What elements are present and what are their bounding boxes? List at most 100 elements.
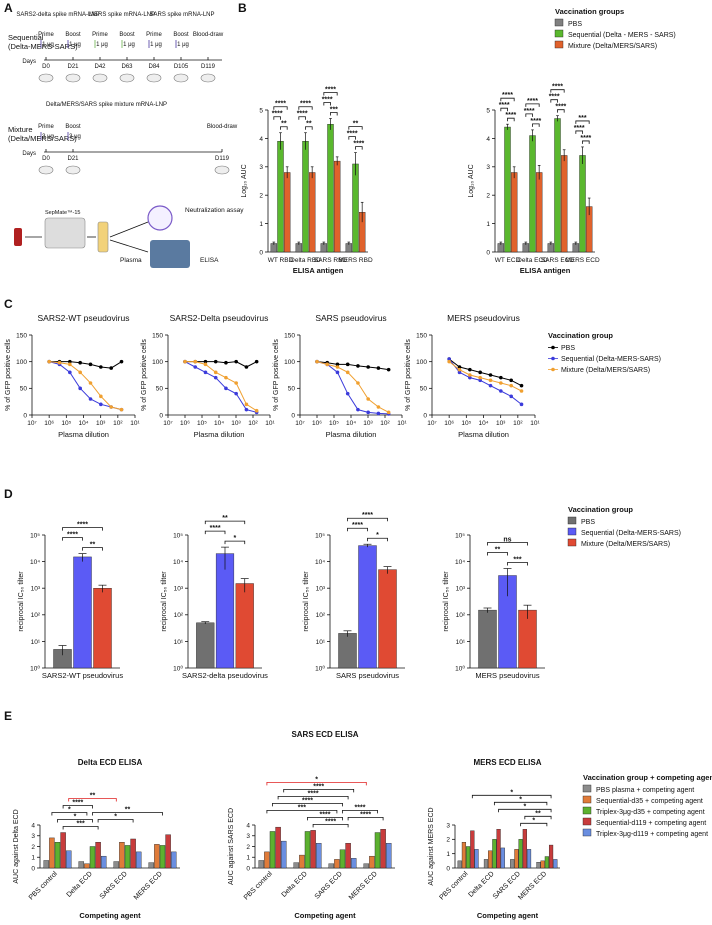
y-axis-label: Log₁₀ AUC — [241, 164, 248, 197]
y-tick-label: 3 — [246, 833, 250, 840]
mouse-icon — [38, 73, 54, 83]
bar — [385, 843, 392, 869]
x-tick-label: Delta ECD — [467, 870, 495, 898]
step-label: Prime — [38, 32, 54, 38]
data-point — [447, 359, 451, 364]
bar — [275, 826, 281, 869]
x-tick-label: 10⁵ — [329, 420, 339, 427]
bar — [478, 609, 497, 669]
y-tick-label: 4 — [259, 136, 263, 143]
significance-bracket — [487, 542, 528, 546]
dose-label: 1 μg — [96, 42, 108, 48]
x-tick-label: 10³ — [363, 420, 373, 427]
y-tick-label: 10⁴ — [315, 559, 325, 566]
step-label: Boost — [119, 32, 135, 38]
y-axis-label: Log₁₀ AUC — [468, 164, 475, 197]
bar — [196, 622, 215, 669]
chart-title: SARS2-Delta pseudovirus — [170, 313, 269, 323]
data-point — [376, 366, 381, 370]
significance-bracket — [493, 801, 548, 806]
y-tick-label: 3 — [31, 833, 35, 840]
chart-title: SARS2-WT pseudovirus — [38, 313, 130, 323]
x-tick-label: Delta RBD — [290, 257, 321, 264]
data-point — [193, 365, 198, 369]
data-point — [356, 407, 360, 412]
significance-label: **** — [300, 101, 311, 108]
dose-label: 1 μg — [150, 42, 162, 48]
bar — [510, 859, 515, 869]
data-point — [457, 367, 462, 372]
y-tick-label: 150 — [284, 332, 295, 339]
step-label: Boost — [173, 32, 189, 38]
data-point — [119, 407, 124, 412]
x-tick-label: MERS ECD — [348, 870, 379, 901]
mouse-icon — [214, 165, 230, 175]
significance-bracket — [272, 802, 343, 807]
significance-label: **** — [322, 97, 333, 104]
x-tick-label: WT ECD — [495, 257, 521, 264]
significance-bracket — [347, 816, 384, 821]
panel-label: C — [4, 297, 13, 311]
significance-bracket — [97, 819, 134, 823]
significance-label: *** — [513, 557, 521, 564]
significance-bracket — [575, 130, 583, 134]
significance-label: ** — [222, 515, 228, 522]
y-tick-label: 10¹ — [174, 639, 184, 646]
significance-label: ** — [495, 547, 501, 554]
legend-swatch — [582, 806, 592, 815]
bar — [470, 830, 475, 869]
y-tick-label: 10² — [316, 612, 326, 619]
y-tick-label: 10⁰ — [30, 664, 40, 672]
y-tick-label: 1 — [246, 855, 250, 862]
day-label: D84 — [148, 64, 160, 70]
bar — [89, 846, 96, 869]
bar — [339, 849, 346, 869]
bar — [269, 831, 276, 869]
data-point — [376, 411, 381, 416]
data-point — [478, 370, 482, 375]
data-point — [224, 360, 228, 365]
significance-bracket — [266, 809, 338, 814]
data-point — [509, 383, 513, 388]
x-tick-label: 10⁴ — [478, 420, 488, 427]
significance-label: **** — [502, 92, 513, 99]
data-point — [109, 366, 113, 370]
data-point — [78, 360, 82, 365]
bar — [358, 545, 377, 669]
step-label: Boost — [65, 32, 81, 38]
bar — [235, 583, 254, 669]
data-point — [509, 378, 513, 383]
significance-label: ** — [281, 121, 287, 128]
bar — [327, 123, 334, 253]
significance-label: **** — [325, 818, 336, 825]
significance-label: * — [376, 532, 379, 539]
significance-bracket — [575, 120, 590, 124]
legend-swatch — [567, 516, 577, 525]
legend-marker — [551, 367, 555, 372]
y-tick-label: 10⁵ — [30, 532, 40, 539]
days-label: Days — [22, 59, 36, 65]
data-point — [457, 365, 462, 369]
significance-label: **** — [272, 111, 283, 118]
significance-bracket — [298, 106, 313, 110]
legend-swatch — [582, 795, 592, 804]
legend-title: Vaccination group + competing agent — [583, 773, 712, 782]
chart-title: Delta ECD ELISA — [78, 758, 143, 767]
y-axis-label: reciprocal IC₅₀ tilter — [303, 571, 310, 632]
legend-label: Mixture (Delta/MERS/SARS) — [581, 541, 670, 548]
group-subtitle: (Delta-MERS-SARS) — [8, 42, 78, 51]
significance-bracket — [582, 140, 590, 144]
bar — [536, 862, 541, 869]
bar — [100, 855, 107, 869]
data-point — [366, 397, 370, 401]
significance-label: * — [510, 789, 513, 796]
legend-label: Sequential (Delta-MERS-SARS) — [581, 530, 681, 537]
x-tick-label: SARS2-delta pseudovirus — [182, 671, 268, 680]
data-point — [254, 359, 259, 364]
x-tick-label: SARS ECD — [99, 870, 129, 900]
data-point — [183, 359, 187, 364]
mouse-icon — [119, 73, 135, 83]
x-tick-label: 10⁵ — [197, 420, 207, 427]
significance-label: **** — [524, 108, 535, 115]
